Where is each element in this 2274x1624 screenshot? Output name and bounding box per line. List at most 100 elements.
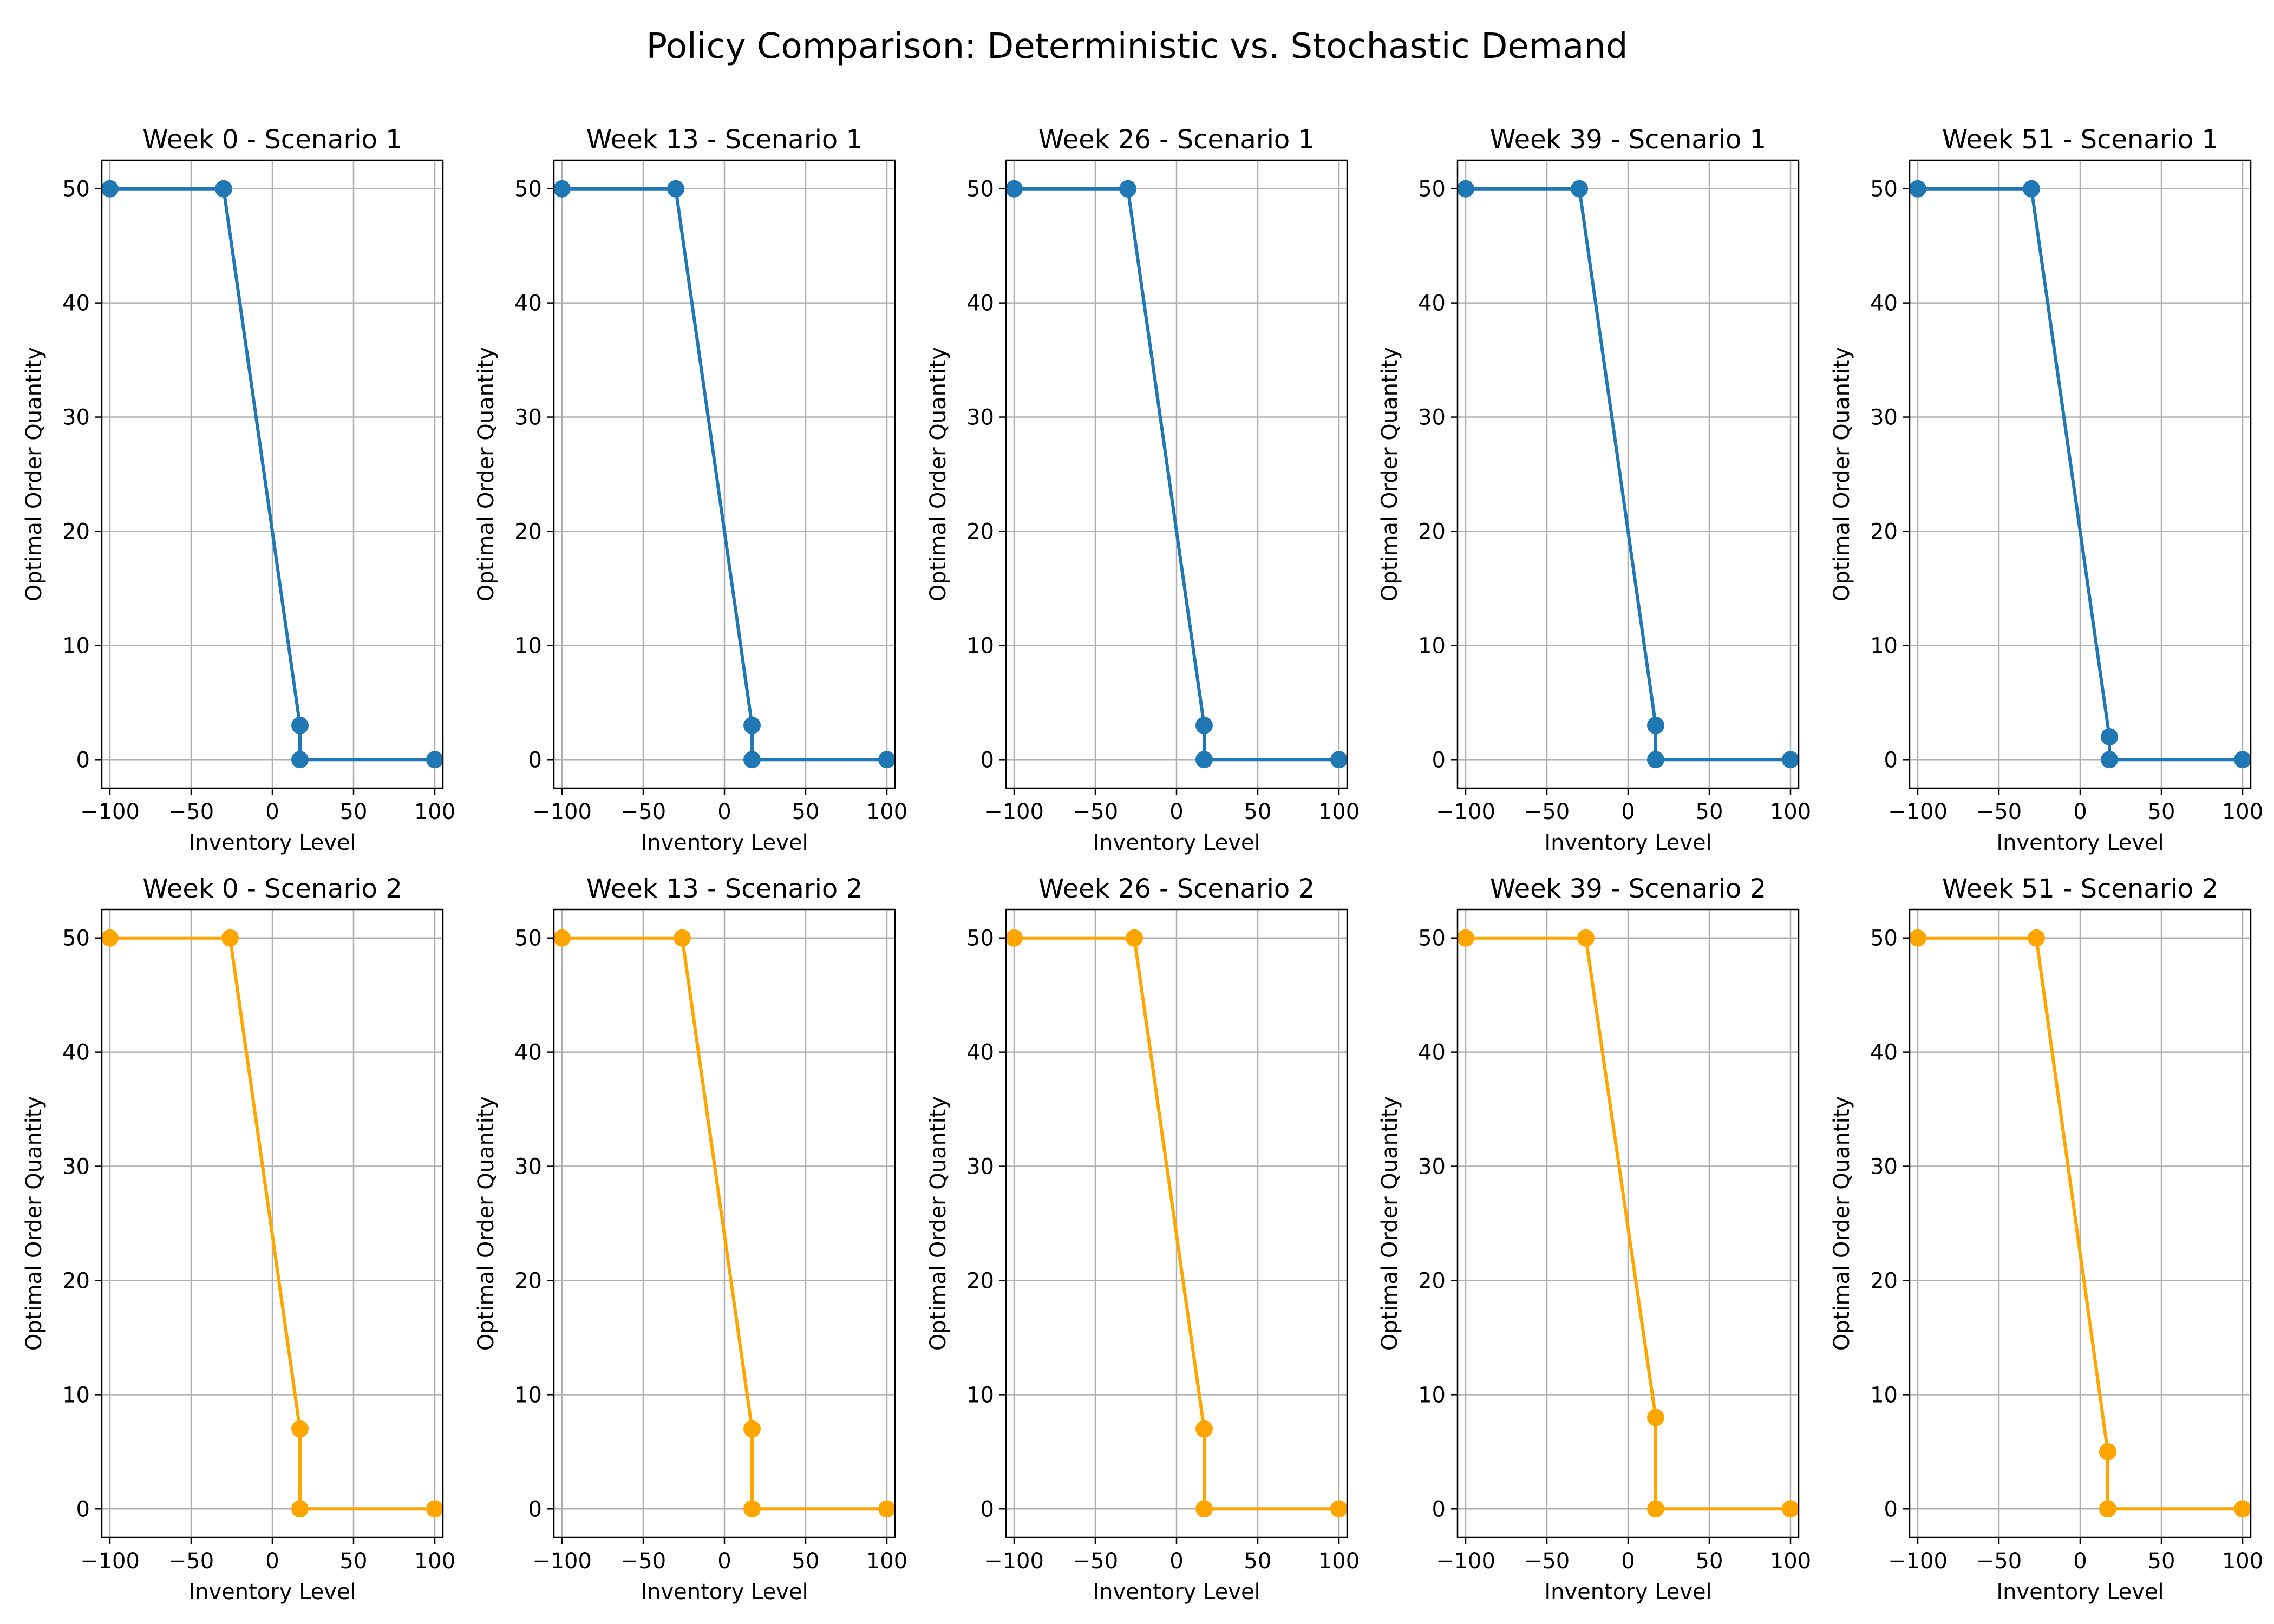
y-tick-label: 40 [1870,291,1898,316]
x-tick-label: −50 [168,800,214,824]
policy-point [1195,1500,1213,1518]
policy-point [553,180,571,198]
x-tick-label: −50 [1976,800,2022,824]
subplot-title: Week 26 - Scenario 2 [1038,874,1315,904]
y-tick-label: 40 [1418,291,1446,316]
subplot-panel: −100 −50 0 50 100 0 10 20 30 40 50 Week 51 - Scenar… [1829,125,2263,855]
policy-point [1330,751,1348,769]
y-axis-label: Optimal Order Quantity [1829,347,1854,601]
subplot-title: Week 51 - Scenario 2 [1942,874,2218,904]
y-tick-label: 20 [966,1268,994,1293]
policy-point [1647,1500,1664,1518]
y-axis-label: Optimal Order Quantity [22,347,47,601]
policy-point [291,1500,309,1518]
y-tick-label: 20 [62,1268,90,1293]
subplot-panel: −100 −50 0 50 100 0 10 20 30 40 50 Week 0 - Scenari… [22,874,455,1605]
policy-point [878,1500,896,1518]
y-tick-label: 30 [1870,405,1898,430]
x-tick-label: −100 [532,800,592,824]
subplot-panel: −100 −50 0 50 100 0 10 20 30 40 50 Week 13 - Scenar… [474,874,907,1605]
y-tick-label: 50 [1418,177,1446,202]
x-axis-label: Inventory Level [641,830,808,855]
x-tick-label: −100 [1436,800,1495,824]
x-tick-label: 0 [2073,800,2087,824]
policy-point [553,929,571,947]
policy-point [426,1500,443,1518]
y-tick-label: 20 [1870,519,1898,544]
policy-point [101,929,119,947]
policy-point [674,929,691,947]
x-tick-label: −100 [532,1549,592,1574]
x-tick-label: −50 [620,800,666,824]
y-tick-label: 0 [981,1497,994,1522]
x-tick-label: −100 [80,800,140,824]
x-tick-label: 100 [1318,1549,1360,1574]
x-axis-label: Inventory Level [1544,1580,1711,1605]
policy-point [1647,1409,1664,1426]
policy-point [2099,1443,2116,1461]
y-tick-label: 50 [1870,177,1898,202]
x-tick-label: 0 [265,1549,279,1574]
policy-point [1909,929,1926,947]
y-tick-label: 40 [1870,1040,1898,1065]
y-axis-label: Optimal Order Quantity [926,1096,951,1351]
y-tick-label: 30 [966,1155,994,1180]
y-tick-label: 40 [514,1040,542,1065]
policy-point [1005,180,1023,198]
subplot-title: Week 26 - Scenario 1 [1038,125,1315,155]
policy-point [878,751,896,769]
x-tick-label: 100 [1318,800,1360,824]
policy-point [291,1420,309,1438]
y-tick-label: 10 [1418,1383,1446,1407]
y-axis-label: Optimal Order Quantity [1829,1096,1854,1351]
y-tick-label: 40 [966,1040,994,1065]
y-tick-label: 40 [966,291,994,316]
x-axis-label: Inventory Level [1544,830,1711,855]
y-tick-label: 30 [514,1155,542,1180]
x-tick-label: 50 [1696,1549,1723,1574]
y-tick-label: 50 [1870,926,1898,951]
y-tick-label: 20 [514,1268,542,1293]
y-tick-label: 50 [1418,926,1446,951]
policy-point [667,180,684,198]
policy-point [1577,929,1595,947]
y-tick-label: 0 [1884,748,1898,772]
y-tick-label: 20 [1418,1268,1446,1293]
y-axis-label: Optimal Order Quantity [474,1096,499,1351]
x-tick-label: 50 [1244,800,1272,824]
x-tick-label: −50 [1524,1549,1570,1574]
x-tick-label: 50 [2148,1549,2175,1574]
y-tick-label: 10 [1418,633,1446,658]
policy-point [2028,929,2045,947]
y-tick-label: 0 [76,1497,90,1522]
y-tick-label: 50 [62,177,90,202]
y-tick-label: 0 [528,1497,542,1522]
subplot-title: Week 51 - Scenario 1 [1942,125,2218,155]
x-tick-label: 100 [1770,1549,1811,1574]
y-tick-label: 40 [1418,1040,1446,1065]
x-tick-label: −50 [1976,1549,2022,1574]
y-axis-label: Optimal Order Quantity [474,347,499,601]
policy-point [1005,929,1023,947]
y-tick-label: 40 [62,291,90,316]
policy-point [1457,929,1474,947]
x-tick-label: 100 [866,800,907,824]
x-tick-label: 100 [1770,800,1811,824]
x-tick-label: −100 [1888,1549,1948,1574]
policy-point [2234,751,2251,769]
policy-point [743,751,761,769]
policy-point [2099,1500,2116,1518]
y-tick-label: 20 [514,519,542,544]
policy-point [1195,1420,1213,1438]
x-tick-label: 0 [265,800,279,824]
subplot-title: Week 39 - Scenario 1 [1490,125,1766,155]
figure-title: Policy Comparison: Deterministic vs. Sto… [646,27,1628,67]
x-tick-label: 50 [2148,800,2175,824]
y-tick-label: 10 [966,1383,994,1407]
policy-point [1195,751,1213,769]
x-tick-label: 0 [717,1549,731,1574]
subplot-title: Week 13 - Scenario 2 [586,874,862,904]
subplot-panel: −100 −50 0 50 100 0 10 20 30 40 50 Week 0 - Scenari… [22,125,455,855]
